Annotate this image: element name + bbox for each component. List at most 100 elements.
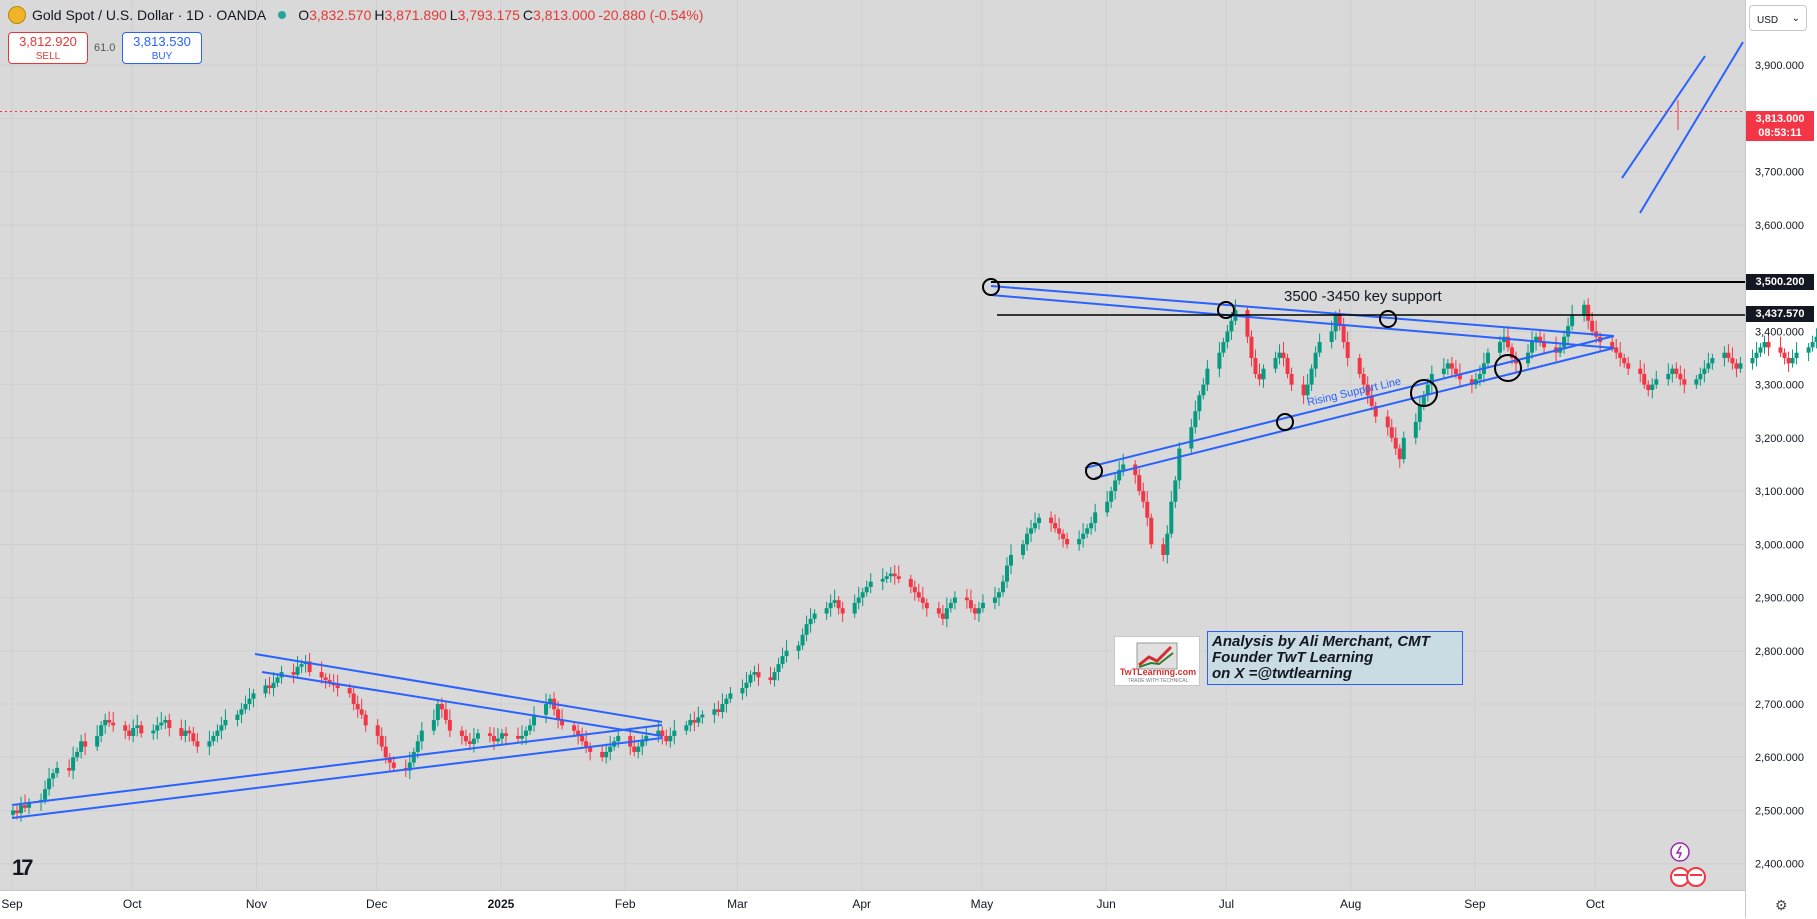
x-tick-label: 2025 bbox=[488, 897, 515, 911]
buy-button[interactable]: 3,813.530 BUY bbox=[122, 32, 202, 64]
candle-body bbox=[692, 719, 697, 723]
candle-body bbox=[1389, 427, 1394, 438]
chart-area[interactable] bbox=[0, 0, 1745, 890]
candle-body bbox=[1730, 358, 1735, 364]
sell-button[interactable]: 3,812.920 SELL bbox=[8, 32, 88, 64]
candle-body bbox=[1469, 379, 1474, 385]
candle-body bbox=[1221, 342, 1226, 353]
symbol-legend[interactable]: Gold Spot / U.S. Dollar · 1D · OANDA O3,… bbox=[8, 6, 706, 24]
candle-body bbox=[1638, 368, 1643, 374]
candle-body bbox=[580, 735, 585, 742]
candle-body bbox=[1369, 395, 1374, 406]
candle-body bbox=[459, 730, 464, 736]
candle-body bbox=[752, 672, 757, 675]
x-tick-label: Nov bbox=[246, 897, 267, 911]
candle-body bbox=[1317, 342, 1322, 353]
candle-body bbox=[880, 578, 885, 582]
candle-body bbox=[1413, 421, 1418, 438]
candle-body bbox=[51, 773, 56, 779]
candle-body bbox=[1750, 358, 1755, 364]
candle-body bbox=[1289, 373, 1294, 385]
candle-body bbox=[219, 725, 224, 731]
candle-body bbox=[964, 597, 969, 601]
candle-body bbox=[528, 725, 533, 731]
candle-body bbox=[327, 680, 332, 683]
candle-body bbox=[1057, 528, 1062, 534]
candle-body bbox=[1301, 384, 1306, 396]
ohlc-values: O3,832.570 H3,871.890 L3,793.175 C3,813.000… bbox=[298, 7, 706, 23]
candle-body bbox=[1698, 373, 1703, 380]
market-open-icon bbox=[278, 11, 287, 19]
candle-body bbox=[1205, 368, 1210, 385]
pivot-circle bbox=[1276, 413, 1294, 431]
y-tick-label: 2,900.000 bbox=[1755, 593, 1804, 605]
twt-logo: TwTLearning.com TRADE WITH TECHNICAL bbox=[1114, 636, 1200, 686]
candle-body bbox=[1646, 384, 1651, 390]
candle-body bbox=[155, 725, 160, 731]
candle-body bbox=[1582, 304, 1587, 316]
candle-body bbox=[247, 698, 252, 705]
candle-body bbox=[668, 735, 673, 742]
ohlc-value: 3,871.890 bbox=[384, 7, 447, 23]
candle-body bbox=[544, 704, 549, 715]
candle-body bbox=[572, 725, 577, 731]
candle-body bbox=[207, 741, 212, 747]
analysis-credit: Analysis by Ali Merchant, CMT Founder Tw… bbox=[1207, 631, 1463, 685]
candle-body bbox=[1626, 363, 1631, 369]
lightning-icon[interactable] bbox=[1670, 842, 1690, 862]
candle-body bbox=[884, 576, 889, 579]
gear-icon[interactable]: ⚙ bbox=[1775, 897, 1788, 913]
candle-body bbox=[832, 600, 837, 603]
candle-body bbox=[347, 688, 352, 694]
key-support-annotation: 3500 -3450 key support bbox=[1284, 288, 1442, 305]
pivot-circle bbox=[1085, 462, 1103, 480]
candle-body bbox=[1000, 581, 1005, 593]
events-icons[interactable] bbox=[1668, 866, 1710, 888]
candle-body bbox=[1610, 342, 1615, 348]
price-axis[interactable] bbox=[1745, 0, 1817, 918]
candle-body bbox=[1261, 368, 1266, 380]
trendline bbox=[1621, 55, 1706, 179]
candle-body bbox=[1165, 533, 1170, 555]
candle-body bbox=[1738, 363, 1743, 369]
candle-body bbox=[604, 751, 609, 758]
candle-body bbox=[495, 738, 500, 742]
candle-body bbox=[419, 730, 424, 742]
candle-body bbox=[560, 719, 565, 726]
ohlc-value: -20.880 (-0.54%) bbox=[598, 7, 704, 23]
candle-body bbox=[1217, 352, 1222, 369]
candle-body bbox=[636, 746, 641, 752]
ohlc-value: 3,793.175 bbox=[457, 7, 520, 23]
candle-body bbox=[1814, 336, 1817, 343]
candle-body bbox=[363, 714, 368, 726]
candle-body bbox=[1229, 320, 1234, 332]
candles bbox=[11, 298, 1817, 822]
candle-body bbox=[1421, 395, 1426, 406]
credit-line-1: Analysis by Ali Merchant, CMT bbox=[1212, 633, 1430, 650]
candle-body bbox=[1029, 528, 1034, 534]
candle-body bbox=[700, 714, 705, 718]
candle-body bbox=[323, 677, 328, 681]
candle-body bbox=[812, 613, 817, 619]
candle-body bbox=[499, 733, 504, 739]
currency-select[interactable]: USD ⌄ bbox=[1749, 5, 1807, 31]
tradingview-logo[interactable]: 17 bbox=[12, 855, 34, 880]
candle-body bbox=[1385, 416, 1390, 428]
candle-body bbox=[520, 735, 525, 739]
candle-body bbox=[948, 602, 953, 609]
candle-body bbox=[524, 730, 529, 736]
candle-body bbox=[127, 730, 132, 736]
candle-body bbox=[1277, 352, 1282, 359]
trendline bbox=[1639, 41, 1744, 214]
candle-body bbox=[1249, 336, 1254, 359]
candle-body bbox=[1113, 480, 1118, 492]
candle-body bbox=[616, 735, 621, 742]
candle-body bbox=[475, 733, 480, 739]
time-axis[interactable] bbox=[0, 890, 1745, 919]
candle-body bbox=[11, 810, 15, 815]
ohlc-key: O bbox=[298, 7, 310, 23]
candle-body bbox=[1722, 352, 1727, 359]
candle-body bbox=[724, 698, 729, 705]
candle-body bbox=[1590, 320, 1595, 332]
